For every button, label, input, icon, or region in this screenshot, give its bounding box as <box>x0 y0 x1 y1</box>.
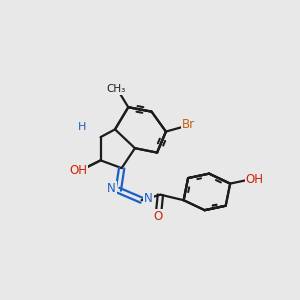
Text: N: N <box>144 192 153 205</box>
Text: H: H <box>78 122 86 132</box>
Text: CH₃: CH₃ <box>106 84 126 94</box>
Text: OH: OH <box>245 173 263 186</box>
Text: OH: OH <box>70 164 88 177</box>
Text: Br: Br <box>182 118 195 131</box>
Text: O: O <box>154 210 163 223</box>
Text: N: N <box>107 182 116 195</box>
